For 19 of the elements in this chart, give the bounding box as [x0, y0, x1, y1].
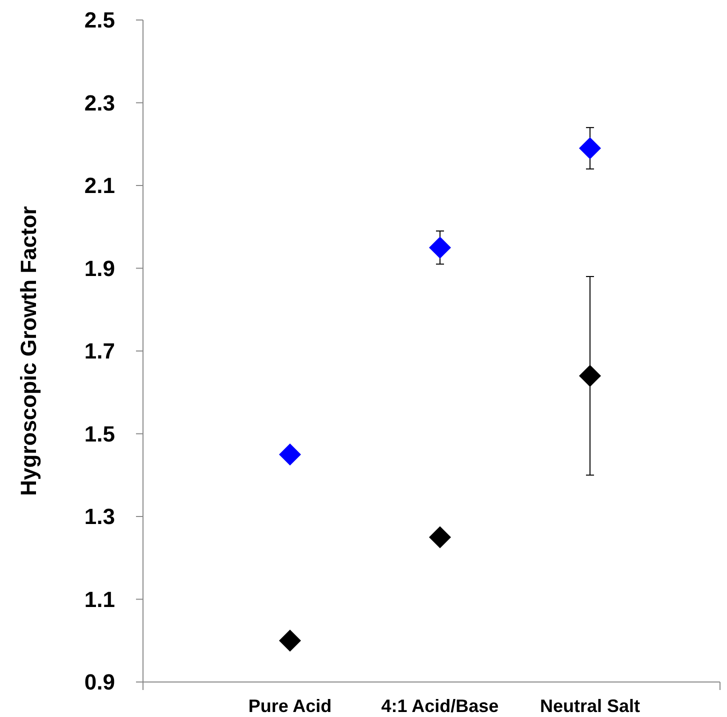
- y-tick-label: 1.5: [84, 421, 115, 446]
- y-axis-title: Hygroscopic Growth Factor: [16, 206, 41, 496]
- point: [579, 364, 601, 387]
- x-tick-label: Neutral Salt: [540, 696, 640, 716]
- y-tick-label: 2.1: [84, 173, 115, 198]
- y-tick-label: 0.9: [84, 670, 115, 695]
- y-tick-label: 1.7: [84, 338, 115, 364]
- point: [279, 443, 301, 466]
- y-tick-label: 2.3: [84, 90, 115, 116]
- point: [429, 526, 451, 548]
- y-tick-label: 1.3: [84, 504, 115, 530]
- x-tick-label: 4:1 Acid/Base: [381, 696, 499, 716]
- y-tick-label: 1.9: [84, 256, 115, 281]
- x-tick-label: Pure Acid: [248, 696, 332, 716]
- point: [429, 236, 451, 259]
- point: [279, 630, 301, 652]
- y-tick-label: 1.1: [84, 586, 115, 612]
- point: [579, 137, 601, 160]
- y-tick-label: 2.5: [84, 8, 115, 33]
